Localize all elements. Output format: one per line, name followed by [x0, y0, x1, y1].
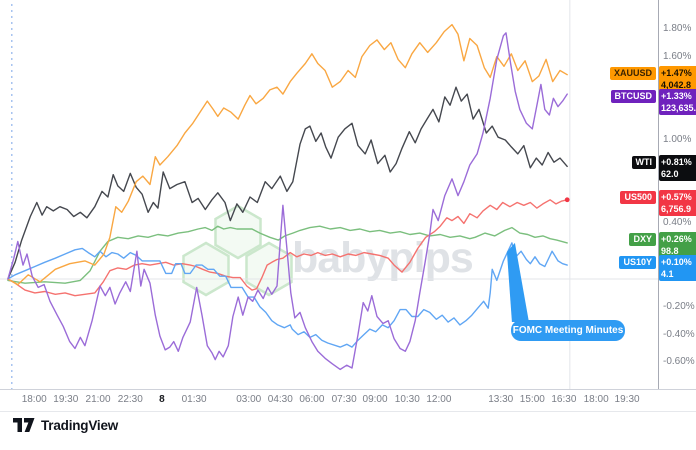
price-axis-border — [658, 0, 659, 411]
value-tag-XAUUSD[interactable]: +1.47% 4,042.8 — [659, 65, 696, 92]
value-tag-BTCUSD[interactable]: +1.33%123,635.2 — [659, 89, 696, 116]
value-tag-WTI[interactable]: +0.81% 62.0 — [659, 155, 696, 182]
time-tick-label: 09:00 — [362, 394, 388, 405]
tradingview-logo-icon — [13, 418, 35, 432]
babypips-watermark-text: babypips — [292, 234, 473, 282]
time-tick-label: 19:30 — [53, 394, 79, 405]
time-tick-label: 12:00 — [426, 394, 452, 405]
time-tick-label: 22:30 — [117, 394, 143, 405]
time-tick-label: 19:30 — [614, 394, 640, 405]
babypips-watermark-hexagon — [182, 241, 230, 297]
last-price-WTI: 62.0 — [661, 169, 679, 180]
time-tick-label: 18:00 — [21, 394, 47, 405]
symbol-tag-BTCUSD[interactable]: BTCUSD — [610, 90, 656, 104]
time-tick-label: 15:00 — [519, 394, 545, 405]
time-tick-label: 10:30 — [394, 394, 420, 405]
symbol-tag-US500[interactable]: US500 — [620, 190, 656, 204]
fomc-annotation-label[interactable]: FOMC Meeting Minutes — [511, 320, 625, 341]
symbol-tag-XAUUSD[interactable]: XAUUSD — [609, 66, 656, 80]
series-line-US10Y[interactable] — [7, 242, 568, 348]
symbol-tag-US10Y[interactable]: US10Y — [619, 256, 656, 270]
chart-plot-area[interactable]: babypips 1.80%1.60%1.40%1.20%1.00%0.80%0… — [0, 0, 696, 411]
tradingview-logo[interactable]: TradingView — [13, 418, 118, 433]
time-tick-label: 8 — [159, 394, 165, 405]
series-line-BTCUSD[interactable] — [7, 32, 568, 371]
time-tick-label: 21:00 — [85, 394, 111, 405]
series-line-DXY[interactable] — [7, 225, 568, 284]
change-percent-XAUUSD: +1.47% — [661, 67, 692, 78]
change-percent-US500: +0.57% — [661, 191, 692, 202]
series-line-WTI[interactable] — [7, 86, 568, 280]
last-price-US10Y: 4.1 — [661, 269, 674, 280]
time-tick-label: 16:30 — [551, 394, 577, 405]
change-percent-US10Y: +0.10% — [661, 257, 692, 268]
series-line-US500[interactable] — [7, 199, 568, 297]
fomc-callout-tail — [506, 242, 529, 322]
time-tick-label: 06:00 — [299, 394, 325, 405]
time-axis[interactable]: 18:00 19:30 21:00 22:30 8 01:30 03:00 04:30 06:0… — [0, 389, 696, 412]
babypips-watermark-hexagon — [214, 204, 262, 260]
last-price-DXY: 98.8 — [661, 245, 679, 256]
symbol-tag-DXY[interactable]: DXY — [629, 232, 656, 246]
time-tick-label: 04:30 — [267, 394, 293, 405]
value-tag-US500[interactable]: +0.57% 6,756.9 — [659, 189, 696, 216]
babypips-watermark-hexagon — [245, 241, 293, 297]
change-percent-WTI: +0.81% — [661, 157, 692, 168]
symbol-tag-WTI[interactable]: WTI — [631, 156, 656, 170]
price-tick-label: 1.00% — [663, 133, 692, 145]
value-tag-US10Y[interactable]: +0.10% 4.1 — [659, 255, 696, 282]
last-price-dot-US500 — [564, 197, 570, 203]
chart-canvas[interactable]: babypips — [0, 0, 658, 389]
last-price-US500: 6,756.9 — [661, 203, 692, 214]
change-percent-BTCUSD: +1.33% — [661, 91, 692, 102]
value-tag-DXY[interactable]: +0.26% 98.8 — [659, 231, 696, 258]
tradingview-logo-text: TradingView — [41, 418, 119, 433]
change-percent-DXY: +0.26% — [661, 233, 692, 244]
time-tick-label: 18:00 — [583, 394, 609, 405]
price-tick-label: -0.20% — [663, 300, 695, 312]
price-tick-label: -0.60% — [663, 356, 695, 368]
time-tick-label: 01:30 — [181, 394, 207, 405]
series-line-XAUUSD[interactable] — [7, 23, 568, 286]
time-tick-label: 03:00 — [236, 394, 262, 405]
price-tick-label: 1.60% — [663, 50, 692, 62]
time-tick-label: 13:30 — [488, 394, 514, 405]
last-price-XAUUSD: 4,042.8 — [661, 79, 692, 90]
price-tick-label: 1.80% — [663, 22, 692, 34]
time-tick-label: 07:30 — [331, 394, 357, 405]
price-tick-label: 0.40% — [663, 217, 692, 229]
price-tick-label: -0.40% — [663, 328, 695, 340]
last-price-BTCUSD: 123,635.2 — [661, 103, 696, 114]
